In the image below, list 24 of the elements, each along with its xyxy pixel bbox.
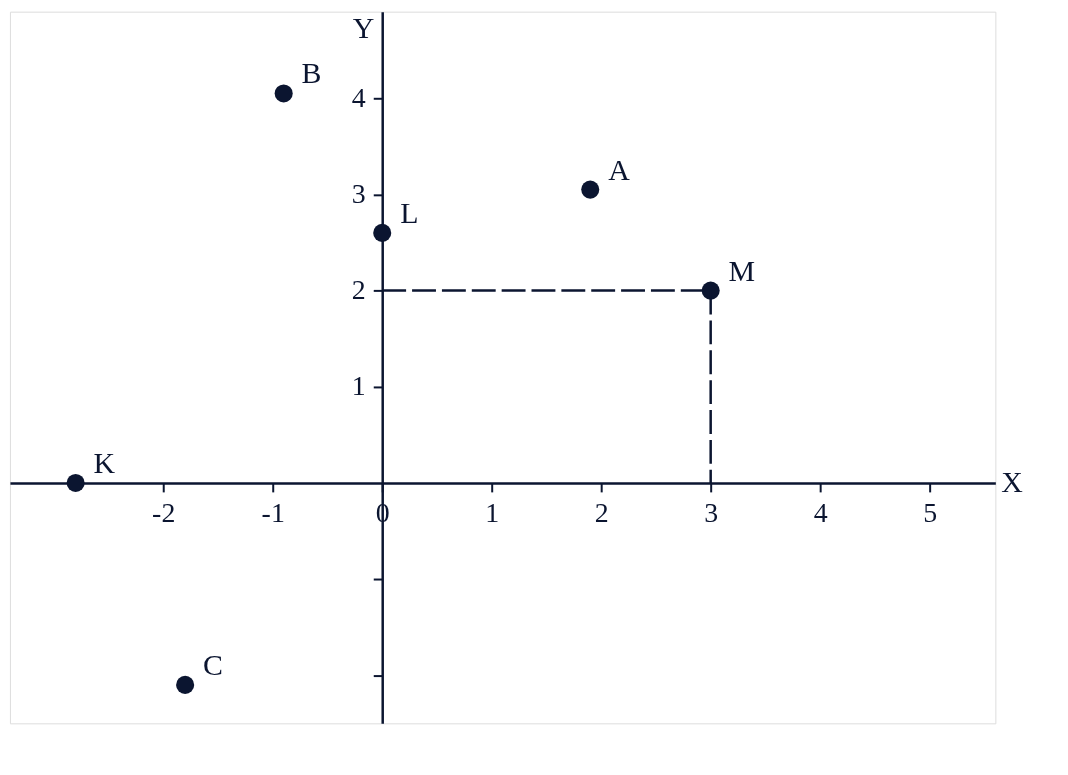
- annotation: A: [608, 152, 631, 186]
- x-tick-label: 1: [485, 497, 500, 529]
- point: [176, 675, 195, 694]
- y-axis-title: Y: [352, 10, 375, 44]
- point: [274, 84, 293, 103]
- annotation: L: [400, 195, 419, 229]
- annotation: M: [728, 253, 756, 287]
- x-tick-label: -1: [261, 497, 285, 529]
- y-tick-label: 4: [351, 81, 366, 113]
- y-tick-label: 3: [351, 177, 366, 209]
- x-axis-title: X: [1001, 464, 1024, 498]
- point: [581, 180, 600, 199]
- y-tick-label: 1: [351, 370, 366, 402]
- y-tick-label: 2: [351, 274, 366, 306]
- point: [373, 223, 392, 242]
- annotation: K: [93, 445, 116, 479]
- point: [66, 473, 85, 492]
- x-tick-label: 5: [923, 497, 938, 529]
- x-tick-label: -2: [152, 497, 176, 529]
- annotation: C: [203, 647, 223, 681]
- annotation: B: [301, 56, 322, 90]
- x-tick-label: 2: [594, 497, 609, 529]
- x-tick-label: 4: [813, 497, 828, 529]
- x-tick-label: 3: [704, 497, 719, 529]
